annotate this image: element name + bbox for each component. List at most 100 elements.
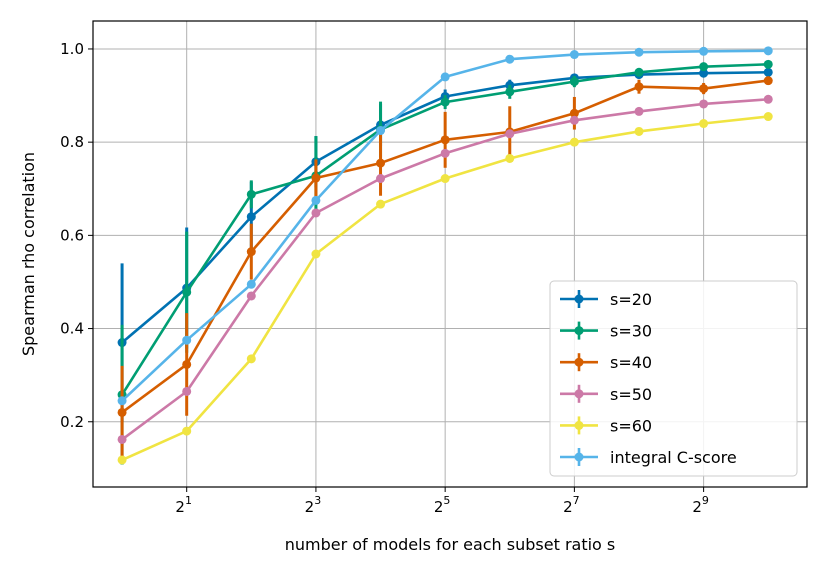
data-point — [763, 112, 773, 122]
data-point — [182, 359, 192, 369]
data-point — [699, 84, 709, 94]
y-tick-label: 0.6 — [60, 226, 84, 244]
x-tick-exponent: 5 — [443, 494, 450, 507]
data-point — [376, 126, 386, 136]
data-point — [699, 46, 709, 56]
x-tick-label: 21 — [175, 494, 192, 516]
data-point — [505, 153, 515, 163]
legend-label: s=30 — [610, 322, 652, 341]
x-tick-exponent: 9 — [702, 494, 709, 507]
data-point — [376, 158, 386, 168]
data-point — [763, 67, 773, 77]
data-point — [699, 62, 709, 72]
data-point — [246, 212, 256, 222]
legend-entry: s=30 — [560, 321, 652, 341]
data-point — [634, 126, 644, 136]
y-tick-label: 1.0 — [60, 40, 84, 58]
data-point — [440, 97, 450, 107]
series-integral-c-score — [117, 46, 773, 406]
y-axis-label: Spearman rho correlation — [19, 152, 38, 356]
data-point — [763, 46, 773, 56]
legend-swatch-marker — [574, 357, 584, 367]
data-point — [246, 291, 256, 301]
x-tick-exponent: 7 — [573, 494, 580, 507]
data-point — [634, 47, 644, 57]
x-tick-exponent: 3 — [314, 494, 321, 507]
legend-entry: integral C-score — [560, 448, 737, 467]
y-tick-label: 0.2 — [60, 413, 84, 431]
plot-frame — [92, 20, 808, 488]
data-point — [763, 94, 773, 104]
x-axis-label: number of models for each subset ratio s — [285, 535, 616, 554]
legend-box — [549, 280, 798, 477]
ticks: 21 23 25 27 290.20.40.60.81.0 — [60, 40, 709, 516]
x-tick-base: 2 — [434, 498, 444, 516]
x-tick-label: 29 — [692, 494, 709, 516]
data-point — [311, 208, 321, 218]
legend-entry: s=50 — [560, 384, 652, 404]
x-tick-label: 25 — [434, 494, 451, 516]
legend-entry: s=40 — [560, 353, 652, 372]
data-point — [569, 77, 579, 87]
legend-swatch-marker — [574, 294, 584, 304]
legend-swatch-marker — [574, 420, 584, 430]
data-point — [376, 174, 386, 184]
series-s-50 — [117, 94, 773, 444]
legend-swatch-marker — [574, 452, 584, 462]
series-s-40 — [117, 76, 773, 460]
data-point — [699, 68, 709, 78]
data-point — [246, 247, 256, 257]
y-tick-label: 0.4 — [60, 320, 84, 338]
y-tick-label: 0.8 — [60, 133, 84, 151]
legend-label: integral C-score — [610, 448, 737, 467]
x-tick-base: 2 — [175, 498, 185, 516]
data-point — [182, 386, 192, 396]
data-point — [117, 396, 127, 406]
legend-label: s=60 — [610, 416, 652, 435]
legend-swatch-marker — [574, 326, 584, 336]
legend-swatch-marker — [574, 389, 584, 399]
data-point — [505, 129, 515, 139]
data-point — [311, 173, 321, 183]
data-point — [569, 50, 579, 60]
legend-label: s=40 — [610, 353, 652, 372]
data-point — [311, 195, 321, 205]
data-point — [182, 287, 192, 297]
data-point — [117, 455, 127, 465]
x-tick-exponent: 1 — [185, 494, 192, 507]
legend-label: s=50 — [610, 385, 652, 404]
data-point — [634, 82, 644, 92]
legend: s=20 s=30 s=40 s=50 s=60 integral C-score — [549, 280, 798, 477]
legend-label: s=20 — [610, 290, 652, 309]
data-point — [246, 279, 256, 289]
data-point — [117, 407, 127, 417]
data-point — [763, 76, 773, 86]
data-point — [440, 72, 450, 82]
data-point — [569, 115, 579, 125]
data-point — [569, 108, 579, 118]
series-layer — [117, 46, 773, 465]
data-point — [505, 87, 515, 97]
legend-entry: s=60 — [560, 416, 652, 435]
data-point — [699, 119, 709, 129]
data-point — [440, 148, 450, 158]
x-tick-base: 2 — [563, 498, 573, 516]
data-point — [569, 137, 579, 147]
x-tick-base: 2 — [305, 498, 315, 516]
x-tick-label: 23 — [305, 494, 322, 516]
data-point — [634, 67, 644, 77]
data-point — [311, 249, 321, 259]
data-point — [505, 54, 515, 64]
data-point — [699, 99, 709, 109]
series-s-60 — [117, 112, 773, 465]
x-tick-base: 2 — [692, 498, 702, 516]
data-point — [440, 135, 450, 145]
x-tick-label: 27 — [563, 494, 580, 516]
data-point — [376, 199, 386, 209]
data-point — [182, 335, 192, 345]
data-point — [117, 434, 127, 444]
data-point — [246, 354, 256, 364]
legend-entry: s=20 — [560, 290, 652, 309]
data-point — [246, 189, 256, 199]
